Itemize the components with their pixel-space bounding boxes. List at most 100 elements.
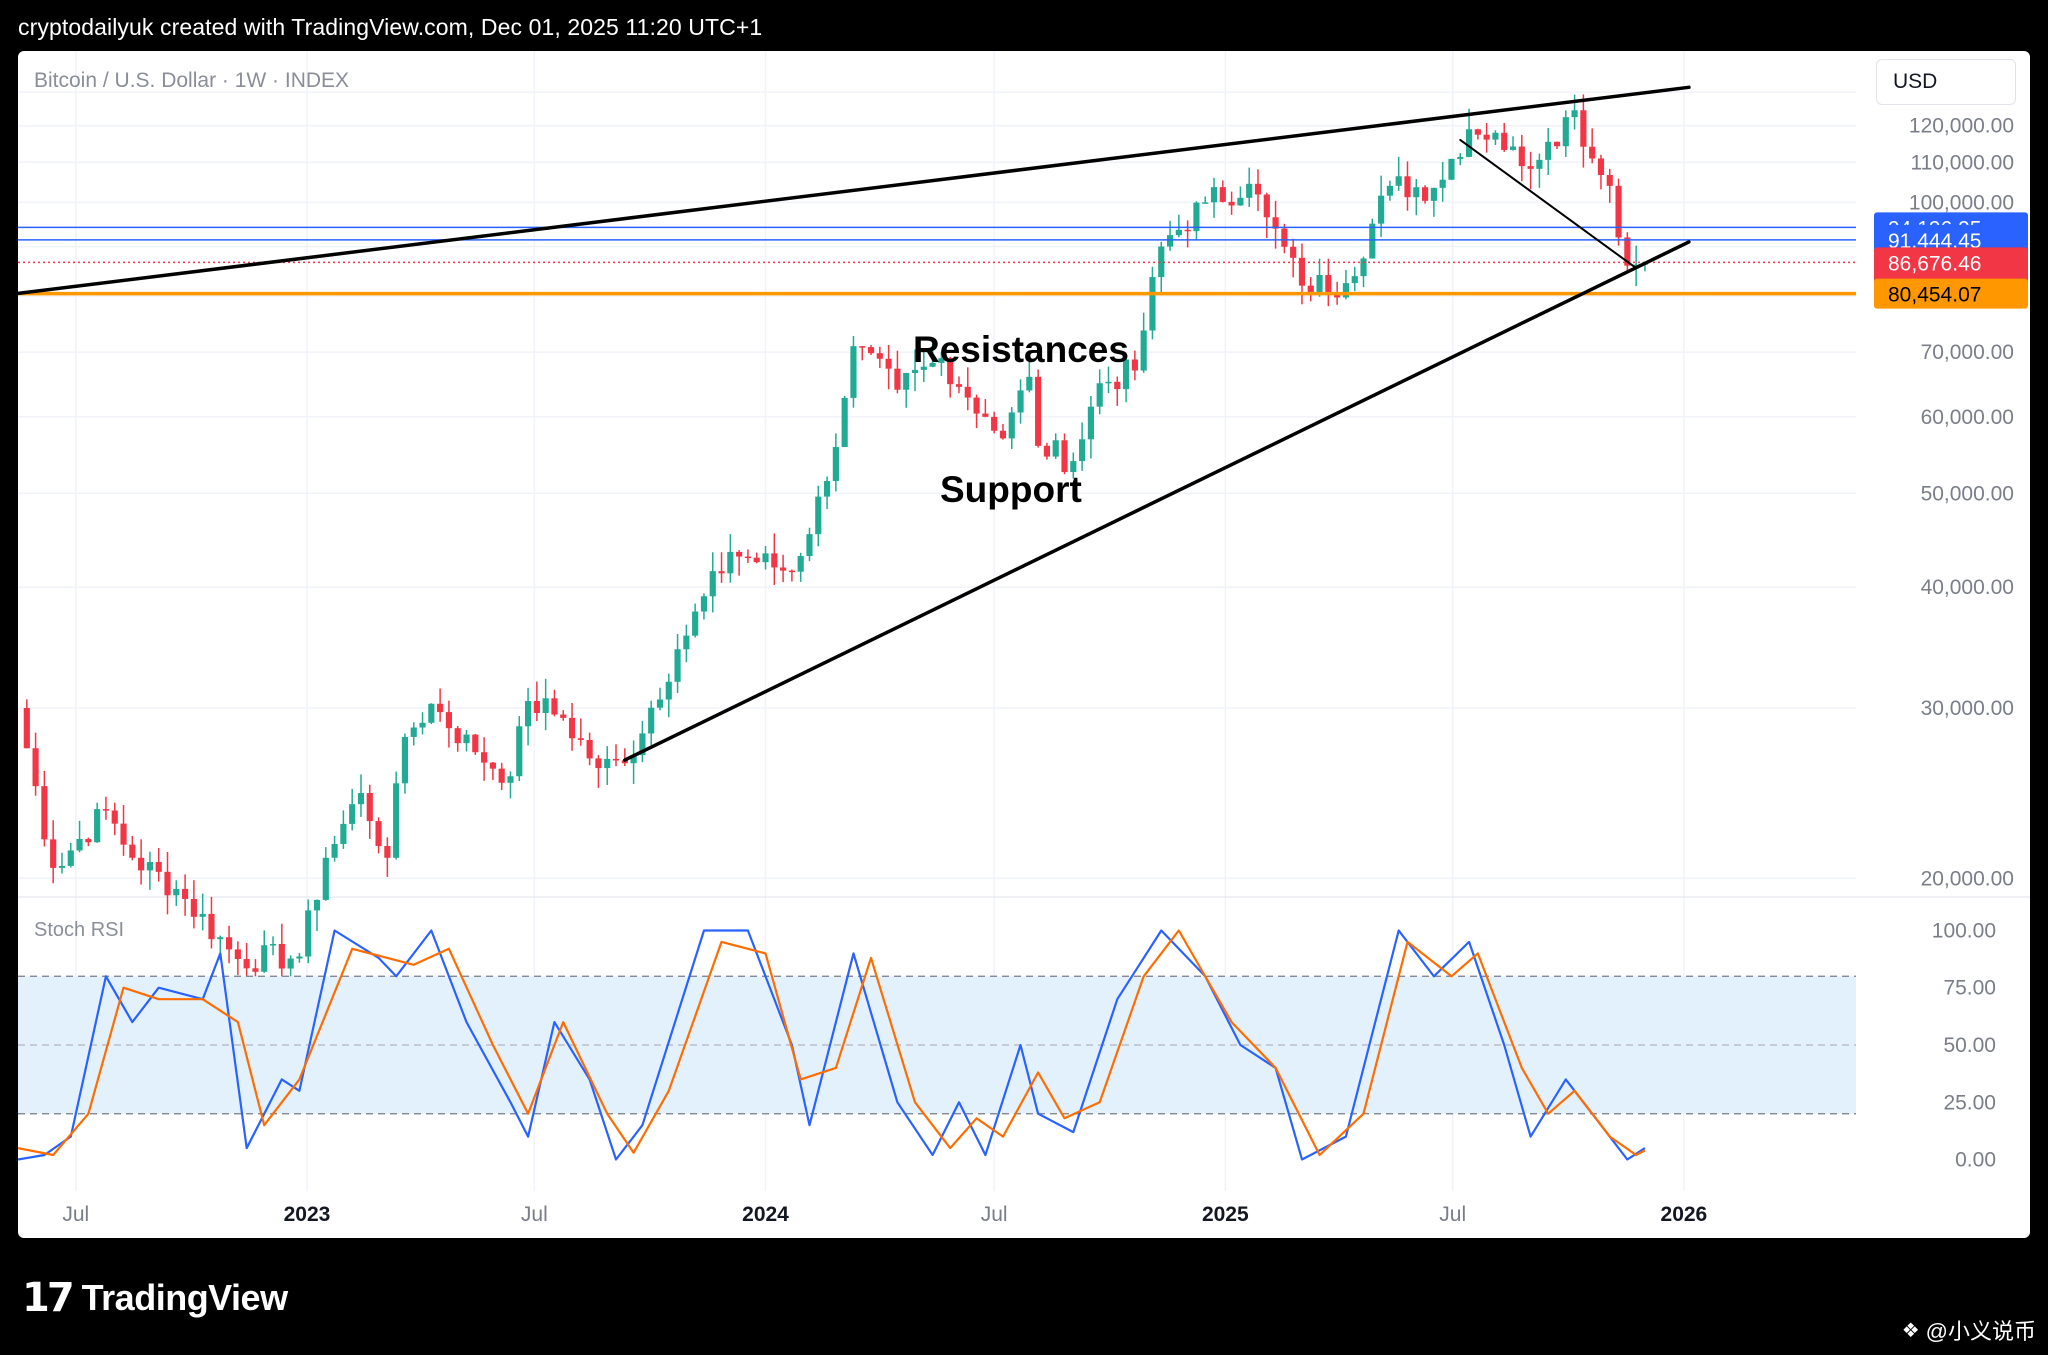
candle bbox=[1131, 350, 1138, 381]
candle-body bbox=[832, 447, 839, 482]
candle-body bbox=[1219, 187, 1226, 202]
candle-body bbox=[1272, 217, 1279, 229]
tradingview-logo[interactable]: 17 TradingView bbox=[22, 1275, 288, 1321]
grid-lines bbox=[18, 51, 1856, 1191]
candle bbox=[1035, 369, 1042, 448]
candle bbox=[138, 839, 145, 885]
candle-body bbox=[1281, 228, 1288, 247]
candle-body bbox=[947, 358, 954, 385]
candle-body bbox=[656, 699, 664, 708]
candle-body bbox=[1246, 183, 1253, 198]
candle-body bbox=[982, 413, 989, 417]
candle bbox=[1087, 395, 1094, 459]
candle-body bbox=[1175, 229, 1182, 236]
candle bbox=[797, 552, 804, 582]
indicator-title: Stoch RSI bbox=[34, 919, 125, 941]
candle bbox=[964, 367, 971, 411]
candle-body bbox=[533, 701, 540, 713]
candle-body bbox=[58, 865, 66, 868]
candle-body bbox=[401, 736, 409, 784]
tradingview-wordmark: TradingView bbox=[81, 1277, 288, 1318]
candle-body bbox=[296, 956, 303, 959]
trendline-downtrend bbox=[1459, 138, 1638, 270]
candle-body bbox=[885, 358, 892, 369]
candle bbox=[1553, 141, 1561, 149]
candle bbox=[1360, 256, 1367, 288]
candle-body bbox=[313, 899, 321, 911]
candle-body bbox=[164, 871, 171, 896]
price-tick-label: 50,000.00 bbox=[1921, 482, 2014, 505]
rsi-tick-label: 50.00 bbox=[1943, 1034, 1996, 1057]
candle bbox=[349, 788, 356, 831]
candle-body bbox=[437, 703, 444, 713]
candle bbox=[173, 880, 180, 906]
candle-body bbox=[683, 635, 690, 650]
price-tag-3: 80,454.07 bbox=[1874, 278, 2028, 309]
candle bbox=[1536, 153, 1543, 188]
candle-body bbox=[1527, 166, 1534, 169]
candle-body bbox=[1290, 246, 1297, 258]
candle bbox=[991, 411, 998, 434]
candle-body bbox=[630, 755, 637, 764]
candle-body bbox=[1571, 110, 1578, 118]
chart-credit: cryptodailyuk created with TradingView.c… bbox=[18, 14, 763, 40]
candle bbox=[1404, 161, 1411, 211]
candle bbox=[67, 842, 74, 868]
candle-body bbox=[472, 734, 479, 753]
candle-body bbox=[419, 722, 426, 728]
candle-body bbox=[1237, 197, 1244, 206]
candle bbox=[1052, 433, 1059, 459]
candle bbox=[146, 851, 153, 890]
time-tick-label: Jul bbox=[521, 1203, 548, 1226]
candle bbox=[1017, 379, 1024, 424]
diamond-icon: ❖ bbox=[1901, 1319, 1920, 1342]
candle bbox=[586, 732, 593, 766]
candle-body bbox=[1105, 381, 1112, 384]
candle-body bbox=[129, 844, 136, 858]
candle bbox=[1597, 154, 1605, 190]
candle-body bbox=[850, 346, 857, 398]
candle-body bbox=[1633, 264, 1640, 267]
candle-body bbox=[32, 748, 39, 787]
price-tick-label: 30,000.00 bbox=[1921, 697, 2014, 720]
candle bbox=[630, 740, 637, 784]
time-tick-label: Jul bbox=[1439, 1203, 1466, 1226]
candle-body bbox=[1122, 359, 1130, 390]
candle bbox=[375, 817, 382, 854]
candle-body bbox=[1553, 141, 1561, 147]
candle bbox=[366, 784, 373, 839]
chart-canvas[interactable]: 20,000.00 30,000.00 40,000.00 50,000.00 60,0… bbox=[18, 51, 2030, 1238]
candle-body bbox=[674, 649, 681, 682]
chart-frame[interactable]: 20,000.00 30,000.00 40,000.00 50,000.00 60,0… bbox=[18, 51, 2030, 1238]
candle bbox=[481, 737, 488, 781]
candle-body bbox=[1035, 376, 1042, 446]
candle bbox=[832, 433, 839, 492]
candle bbox=[445, 700, 452, 748]
candle-body bbox=[428, 703, 435, 723]
candle-body bbox=[1070, 461, 1077, 473]
time-tick-label: 2025 bbox=[1202, 1203, 1249, 1226]
candle-body bbox=[1158, 246, 1165, 278]
candle-body bbox=[217, 937, 224, 940]
candle bbox=[859, 346, 866, 361]
candle-body bbox=[1404, 176, 1411, 198]
candle bbox=[322, 847, 329, 901]
rsi-tick-label: 100.00 bbox=[1932, 919, 1996, 942]
candle-body bbox=[920, 366, 927, 370]
candle-body bbox=[155, 862, 162, 872]
candle bbox=[1079, 422, 1086, 471]
candle bbox=[182, 874, 189, 916]
candle-body bbox=[498, 768, 505, 783]
symbol-title: Bitcoin / U.S. Dollar · 1W · INDEX bbox=[34, 69, 350, 92]
candle bbox=[876, 346, 883, 368]
candle bbox=[269, 936, 277, 956]
candle-body bbox=[744, 556, 752, 559]
candle-body bbox=[23, 707, 30, 749]
currency-button[interactable]: USD bbox=[1876, 59, 2016, 105]
candle bbox=[1246, 167, 1253, 207]
candle bbox=[1386, 180, 1393, 201]
price-tick-label: 70,000.00 bbox=[1921, 341, 2014, 364]
candle-body bbox=[331, 843, 338, 858]
candle bbox=[788, 569, 795, 582]
trendline-upper-channel bbox=[18, 85, 1691, 296]
